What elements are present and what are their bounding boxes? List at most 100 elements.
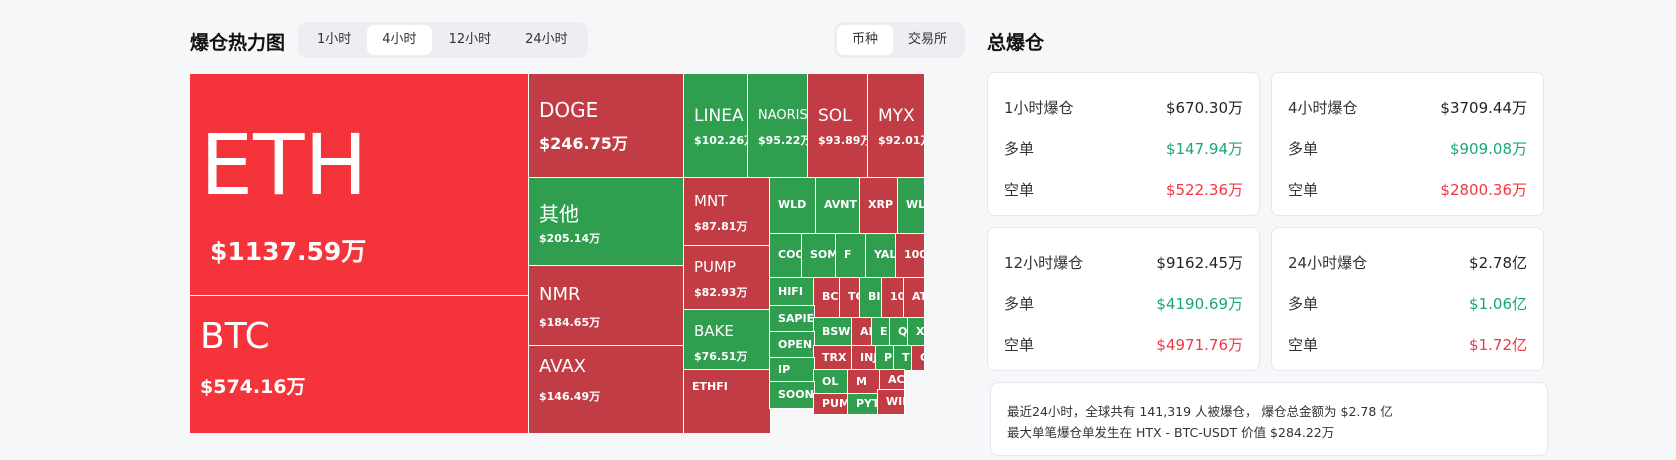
card-24h: 24小时爆仓 $2.78亿 多单 $1.06亿 空单 $1.72亿 [1271,227,1544,371]
heatmap-tile-wii[interactable]: WII [877,389,905,415]
tile-value: $82.93万 [694,286,748,299]
tile-symbol: C [920,351,924,364]
tile-symbol: NMR [539,284,581,305]
heatmap-tile-linea[interactable]: LINEA $102.26万 [683,74,749,179]
heatmap-tile-open[interactable]: OPEN [769,331,815,359]
heatmap-tile-ethfi[interactable]: ETHFI [683,369,771,433]
heatmap-tile-trx[interactable]: TRX [813,345,853,371]
tile-symbol: TC [848,290,860,303]
tile-value: $146.49万 [539,390,601,403]
tile-symbol: WII [886,395,904,408]
heatmap-tile-xrp[interactable]: XRP [859,177,899,235]
tile-value: $95.22万 [758,134,808,147]
long-label: 多单 [1288,295,1319,313]
heatmap-tile-avnt[interactable]: AVNT [815,177,861,235]
heatmap-tile-c[interactable]: C [911,345,925,371]
heatmap-tile-ai[interactable]: AI [851,317,873,347]
heatmap-tile-bsw[interactable]: BSW [813,317,853,347]
heatmap-tile-naoris[interactable]: NAORIS $95.22万 [747,74,809,179]
heatmap-tile-doge[interactable]: DOGE $246.75万 [528,74,685,179]
card-total: $670.30万 [1165,99,1243,117]
tile-symbol: P [884,351,893,364]
heatmap-tile-som[interactable]: SOM [801,233,837,279]
tile-symbol: BI [868,290,881,303]
tile-symbol: HIFI [778,285,803,298]
tile-symbol: MYX [878,106,915,126]
heatmap-tile-e[interactable]: E [871,317,891,347]
tile-value: $246.75万 [539,134,628,153]
heatmap-tile-其他[interactable]: 其他 $205.14万 [528,177,685,267]
tile-symbol: ETH [200,116,368,214]
card-4h: 4小时爆仓 $3709.44万 多单 $909.08万 空单 $2800.36万 [1271,72,1544,216]
long-label: 多单 [1004,140,1035,158]
tile-symbol: COO [778,248,802,261]
card-label: 1小时爆仓 [1004,99,1074,117]
heatmap-tile-t[interactable]: T [893,345,913,371]
tile-value: $1137.59万 [210,237,367,266]
heatmap-tile-ip[interactable]: IP [769,357,815,383]
heatmap-tile-inj[interactable]: INJ [851,345,877,371]
heatmap-tile-ol[interactable]: OL [813,369,849,395]
heatmap-tile-myx[interactable]: MYX $92.01万 [867,74,925,179]
short-value: $2800.36万 [1440,181,1527,199]
heatmap-tile-bake[interactable]: BAKE $76.51万 [683,309,771,371]
tab-4h[interactable]: 4小时 [367,25,432,55]
short-label: 空单 [1288,336,1319,354]
tile-symbol: PUM [822,397,848,410]
short-value: $522.36万 [1165,181,1243,199]
heatmap-tile-x[interactable]: X [907,317,925,347]
heatmap-tile-sapien[interactable]: SAPIEN [769,305,815,333]
tile-value: $76.51万 [694,350,748,363]
tile-symbol: XRP [868,198,894,211]
heatmap-tile-soon[interactable]: SOON [769,381,815,409]
heatmap-tile-at[interactable]: AT [903,277,925,319]
tile-symbol: WLI [906,198,924,211]
heatmap-tile-m[interactable]: M [847,369,881,395]
heatmap-tile-yal[interactable]: YAL [865,233,897,279]
tab-12h[interactable]: 12小时 [448,32,492,47]
tile-symbol: AT [912,290,924,303]
heatmap-tile-10[interactable]: 10 [881,277,905,319]
tile-symbol: 10 [890,290,904,303]
heatmap-tile-100[interactable]: 100 [895,233,925,279]
heatmap-tile-bi[interactable]: BI [859,277,883,319]
short-label: 空单 [1004,181,1035,199]
heatmap-tile-sol[interactable]: SOL $93.89万 [807,74,869,179]
tab-24h[interactable]: 24小时 [525,32,568,47]
tab-1h[interactable]: 1小时 [317,32,352,47]
heatmap-tile-coo[interactable]: COO [769,233,803,279]
heatmap-tile-wld[interactable]: WLD [769,177,817,235]
heatmap-tile-f[interactable]: F [835,233,867,279]
heatmap-tile-mnt[interactable]: MNT $87.81万 [683,177,771,247]
tile-symbol: WLD [778,198,807,211]
heatmap-tile-q[interactable]: Q [889,317,909,347]
tile-symbol: BSW [822,325,851,338]
tile-symbol: AVAX [539,356,586,377]
heatmap-tile-p[interactable]: P [875,345,895,371]
heatmap-tile-ac[interactable]: AC [879,369,905,391]
tile-symbol: BTC [200,316,270,357]
tile-symbol: F [844,248,852,261]
heatmap-tile-avax[interactable]: AVAX $146.49万 [528,345,685,433]
heatmap-tile-nmr[interactable]: NMR $184.65万 [528,265,685,347]
heatmap-tile-pyt[interactable]: PYT [847,393,879,415]
heatmap-tile-pum[interactable]: PUM [813,393,849,415]
heatmap-tile-pump[interactable]: PUMP $82.93万 [683,245,771,311]
heatmap-tile-hifi[interactable]: HIFI [769,277,815,307]
heatmap-tile-btc[interactable]: BTC $574.16万 [190,295,530,433]
long-value: $4190.69万 [1156,295,1243,313]
tile-value: $87.81万 [694,220,748,233]
short-label: 空单 [1288,181,1319,199]
tile-value: $205.14万 [539,232,601,245]
tile-symbol: SOL [818,106,852,126]
tile-symbol: SOON [778,388,814,401]
card-label: 12小时爆仓 [1004,254,1084,272]
tab-coin[interactable]: 币种 [837,25,894,55]
tile-symbol: AC [888,373,904,386]
heatmap-tile-eth[interactable]: ETH $1137.59万 [190,74,530,297]
heatmap-tile-bc[interactable]: BC [813,277,841,319]
heatmap-tile-tc[interactable]: TC [839,277,861,319]
tab-exchange[interactable]: 交易所 [908,32,948,47]
heatmap-tile-wli[interactable]: WLI [897,177,925,235]
tile-symbol: NAORIS [758,108,808,123]
